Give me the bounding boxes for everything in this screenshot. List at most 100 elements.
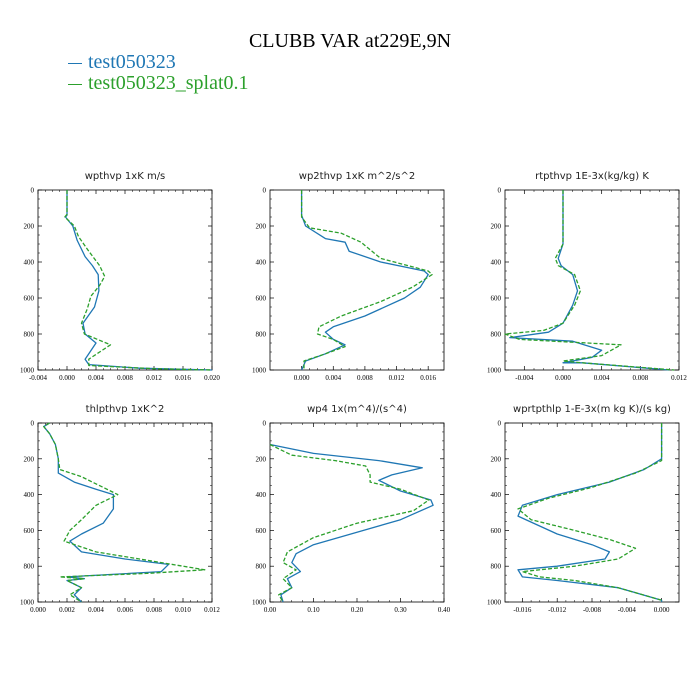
panel-6-xtick-label: -0.016 — [513, 606, 532, 614]
panel-4-ytick-label: 800 — [24, 563, 35, 571]
panel-1-series-2 — [64, 190, 213, 371]
legend-line-green-icon — [68, 83, 82, 85]
panel-4-ytick-label: 0 — [31, 420, 35, 428]
panel-6-ytick-label: 800 — [491, 563, 502, 571]
panel-5-ytick-label: 800 — [256, 563, 267, 571]
panel-2-title: wp2thvp 1xK m^2/s^2 — [299, 171, 415, 182]
panel-1-title: wpthvp 1xK m/s — [85, 171, 166, 182]
figure-title: CLUBB VAR at229E,9N — [248, 30, 452, 52]
panel-1-ytick-label: 1000 — [20, 367, 35, 375]
panel-5-title: wp4 1x(m^4)/(s^4) — [307, 404, 407, 415]
panel-2-series-2 — [300, 190, 433, 370]
panel-4-xtick-label: 0.000 — [30, 606, 46, 614]
panel-3-xtick-label: 0.012 — [671, 374, 687, 382]
panel-6-ytick-label: 0 — [498, 420, 502, 428]
panel-1: wpthvp 1xK m/s -0.004 0.000 0.004 0.008 0.012… — [20, 171, 220, 382]
panel-4-series-2 — [43, 422, 206, 603]
panel-5-xtick-label: 0.40 — [438, 606, 451, 614]
panel-6-xtick-label: 0.000 — [654, 606, 670, 614]
panel-6-ytick-label: 400 — [491, 491, 502, 499]
panel-5-series-2 — [269, 443, 430, 603]
panel-2-series-1 — [300, 190, 429, 371]
panel-2-xtick-label: 0.012 — [389, 374, 405, 382]
panel-5-ytick-label: 1000 — [252, 599, 267, 607]
panel-6-xtick-label: -0.012 — [548, 606, 567, 614]
panel-4: thlpthvp 1xK^2 0.000 0.002 0.004 0.006 0.008 0… — [20, 404, 220, 614]
panel-1-xtick-label: 0.020 — [204, 374, 220, 382]
panel-1-xtick-label: 0.016 — [175, 374, 191, 382]
legend: test050323 test050323_splat0.1 — [66, 52, 249, 94]
panel-3-ytick-label: 600 — [491, 295, 502, 303]
panel-1-xtick-label: -0.004 — [29, 374, 48, 382]
panel-4-frame — [37, 422, 213, 603]
panel-2-xtick-label: 0.016 — [420, 374, 436, 382]
legend-label-blue: test050323 — [88, 51, 176, 73]
panel-6-xtick-label: -0.004 — [618, 606, 637, 614]
panel-2-xtick-label: 0.004 — [325, 374, 341, 382]
panel-3-series-2 — [504, 190, 675, 371]
panel-1-xtick-label: 0.012 — [146, 374, 162, 382]
panel-5-xtick-label: 0.20 — [351, 606, 364, 614]
panel-5-xtick-label: 0.00 — [264, 606, 277, 614]
panel-1-ytick-label: 200 — [24, 223, 35, 231]
panel-2-xtick-label: 0.000 — [294, 374, 310, 382]
panel-5-ytick-label: 200 — [256, 455, 267, 463]
panel-3-ytick-label: 200 — [491, 223, 502, 231]
panel-4-xtick-label: 0.006 — [117, 606, 133, 614]
panel-1-xtick-label: 0.008 — [117, 374, 133, 382]
panel-2-ytick-label: 400 — [256, 259, 267, 267]
panel-3-xtick-label: 0.004 — [594, 374, 610, 382]
panel-5-ytick-label: 0 — [263, 420, 267, 428]
panel-2-ytick-label: 0 — [263, 187, 267, 195]
panel-3-title: rtpthvp 1E-3x(kg/kg) K — [535, 171, 649, 182]
panel-4-ytick-label: 600 — [24, 527, 35, 535]
panel-2-ytick-label: 600 — [256, 295, 267, 303]
panel-4-xtick-label: 0.008 — [146, 606, 162, 614]
panel-5-xtick-label: 0.30 — [394, 606, 407, 614]
panel-1-xtick-label: 0.004 — [88, 374, 104, 382]
panel-6-xtick-label: -0.008 — [583, 606, 602, 614]
panel-1-ytick-label: 400 — [24, 259, 35, 267]
panel-4-xtick-label: 0.010 — [175, 606, 191, 614]
panel-3-ytick-label: 400 — [491, 259, 502, 267]
panel-4-title: thlpthvp 1xK^2 — [86, 404, 165, 415]
panel-3-xtick-label: -0.004 — [515, 374, 534, 382]
panel-6-ytick-label: 200 — [491, 455, 502, 463]
panel-3-series-1 — [509, 190, 670, 371]
panel-5-ytick-label: 600 — [256, 527, 267, 535]
panel-4-ytick-label: 200 — [24, 455, 35, 463]
panel-1-frame — [37, 189, 213, 371]
panel-5-ytick-label: 400 — [256, 491, 267, 499]
panel-2-ytick-label: 200 — [256, 223, 267, 231]
panel-1-ytick-label: 0 — [31, 187, 35, 195]
panel-6: wprtpthlp 1-E-3x(m kg K)/(s kg) -0.016 -0.… — [487, 404, 680, 614]
panel-4-xtick-label: 0.004 — [88, 606, 104, 614]
panel-2-frame — [269, 189, 445, 371]
panel-6-frame — [504, 422, 680, 603]
panel-3-frame — [504, 189, 680, 371]
panel-1-ytick-label: 800 — [24, 331, 35, 339]
panel-2-xtick-label: 0.008 — [357, 374, 373, 382]
panel-4-ytick-label: 400 — [24, 491, 35, 499]
panel-3-ytick-label: 0 — [498, 187, 502, 195]
legend-label-green: test050323_splat0.1 — [88, 72, 249, 94]
legend-item-blue: test050323 — [66, 52, 249, 73]
panel-5-series-1 — [269, 443, 434, 603]
panel-6-ytick-label: 1000 — [487, 599, 502, 607]
panel-2-ytick-label: 800 — [256, 331, 267, 339]
panel-1-series-1 — [64, 190, 213, 371]
panel-6-series-2 — [517, 423, 663, 602]
panel-4-xtick-label: 0.012 — [204, 606, 220, 614]
panel-3-xtick-label: 0.008 — [632, 374, 648, 382]
panel-6-title: wprtpthlp 1-E-3x(m kg K)/(s kg) — [513, 404, 671, 415]
panel-3-ytick-label: 1000 — [487, 367, 502, 375]
panel-5-xtick-label: 0.10 — [307, 606, 320, 614]
panel-2: wp2thvp 1xK m^2/s^2 0.000 0.004 0.008 0.012 0… — [252, 171, 445, 382]
panel-1-ytick-label: 600 — [24, 295, 35, 303]
legend-line-blue-icon — [68, 62, 82, 64]
legend-item-green: test050323_splat0.1 — [66, 73, 249, 94]
panel-3-ytick-label: 800 — [491, 331, 502, 339]
panel-6-ytick-label: 600 — [491, 527, 502, 535]
